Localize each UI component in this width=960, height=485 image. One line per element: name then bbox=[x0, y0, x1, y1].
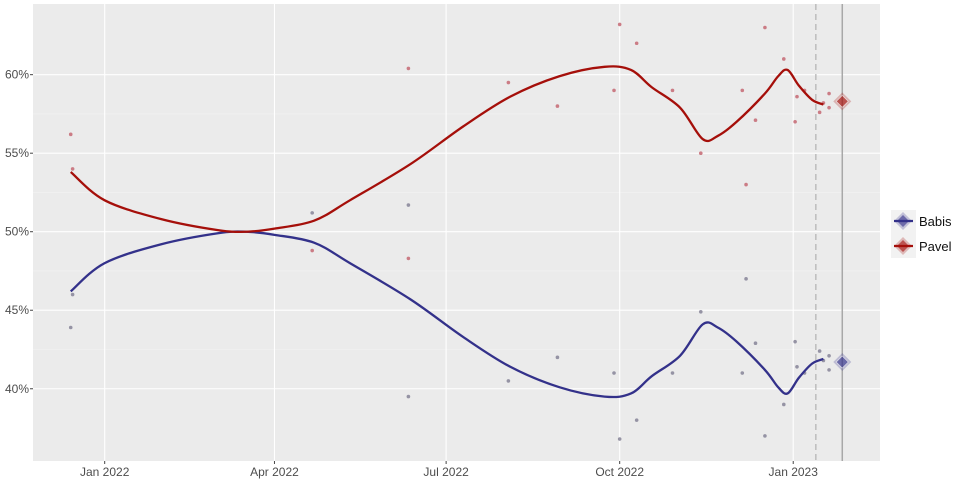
poll-point-babis bbox=[793, 339, 797, 344]
poll-point-babis bbox=[406, 394, 411, 399]
legend-label: Babis bbox=[919, 214, 952, 229]
poll-point-babis bbox=[817, 349, 822, 353]
poll-point-babis bbox=[744, 277, 748, 281]
poll-point-pavel bbox=[310, 248, 314, 253]
poll-point-pavel bbox=[817, 110, 822, 115]
poll-point-pavel bbox=[827, 105, 831, 110]
trend-lines bbox=[69, 65, 824, 399]
poll-point-babis bbox=[68, 325, 73, 330]
poll-point-pavel bbox=[617, 22, 622, 27]
poll-point-babis bbox=[753, 341, 758, 346]
result-markers bbox=[833, 92, 852, 372]
poll-point-babis bbox=[670, 371, 675, 375]
axes: 40% 45% 50% 55% 60% Jan 2022 Apr 2022 Jul 2022 O… bbox=[5, 68, 818, 479]
poll-point-babis bbox=[612, 371, 616, 375]
plot-panel bbox=[33, 4, 880, 461]
poll-point-babis bbox=[310, 211, 314, 215]
poll-point-pavel bbox=[70, 167, 75, 171]
poll-point-pavel bbox=[634, 41, 639, 46]
poll-point-pavel bbox=[68, 132, 73, 137]
poll-point-babis bbox=[698, 310, 703, 314]
legend-label: Pavel bbox=[919, 239, 952, 254]
x-tick-label: Apr 2022 bbox=[250, 465, 299, 479]
x-tick-label: Jan 2023 bbox=[769, 465, 819, 479]
poll-point-babis bbox=[506, 379, 511, 383]
result-diamond-pavel bbox=[835, 94, 849, 108]
y-tick-label: 45% bbox=[5, 303, 29, 317]
poll-point-pavel bbox=[555, 104, 560, 108]
poll-point-pavel bbox=[795, 94, 799, 99]
poll-point-babis bbox=[827, 368, 831, 372]
trend-line-pavel bbox=[69, 65, 824, 234]
result-diamond-babis bbox=[835, 355, 849, 369]
y-tick-label: 40% bbox=[5, 382, 29, 396]
poll-point-pavel bbox=[506, 80, 511, 85]
poll-point-pavel bbox=[781, 57, 786, 61]
x-tick-label: Jul 2022 bbox=[423, 465, 469, 479]
poll-point-pavel bbox=[406, 256, 411, 261]
legend: Babis Pavel bbox=[891, 210, 952, 258]
poll-point-pavel bbox=[740, 88, 745, 93]
poll-point-pavel bbox=[753, 118, 758, 123]
y-tick-label: 55% bbox=[5, 146, 29, 160]
x-tick-label: Jan 2022 bbox=[80, 465, 130, 479]
poll-point-babis bbox=[70, 292, 75, 297]
poll-point-pavel bbox=[612, 88, 616, 93]
poll-point-babis bbox=[740, 371, 745, 375]
poll-point-pavel bbox=[763, 25, 767, 30]
y-tick-label: 60% bbox=[5, 68, 29, 82]
poll-point-pavel bbox=[406, 66, 411, 71]
poll-point-pavel bbox=[698, 151, 703, 155]
poll-point-pavel bbox=[793, 119, 797, 124]
poll-point-pavel bbox=[670, 88, 675, 93]
poll-point-babis bbox=[795, 364, 799, 369]
poll-point-babis bbox=[634, 418, 639, 422]
poll-point-babis bbox=[827, 353, 831, 358]
poll-points bbox=[68, 22, 831, 441]
y-tick-label: 50% bbox=[5, 225, 29, 239]
poll-point-babis bbox=[406, 203, 411, 207]
poll-point-babis bbox=[555, 355, 560, 360]
reference-lines bbox=[815, 4, 844, 461]
poll-point-pavel bbox=[827, 91, 831, 96]
x-tick-label: Oct 2022 bbox=[595, 465, 644, 479]
poll-point-babis bbox=[617, 437, 622, 441]
poll-point-babis bbox=[763, 434, 767, 438]
poll-point-pavel bbox=[744, 182, 748, 187]
poll-point-babis bbox=[781, 402, 786, 407]
